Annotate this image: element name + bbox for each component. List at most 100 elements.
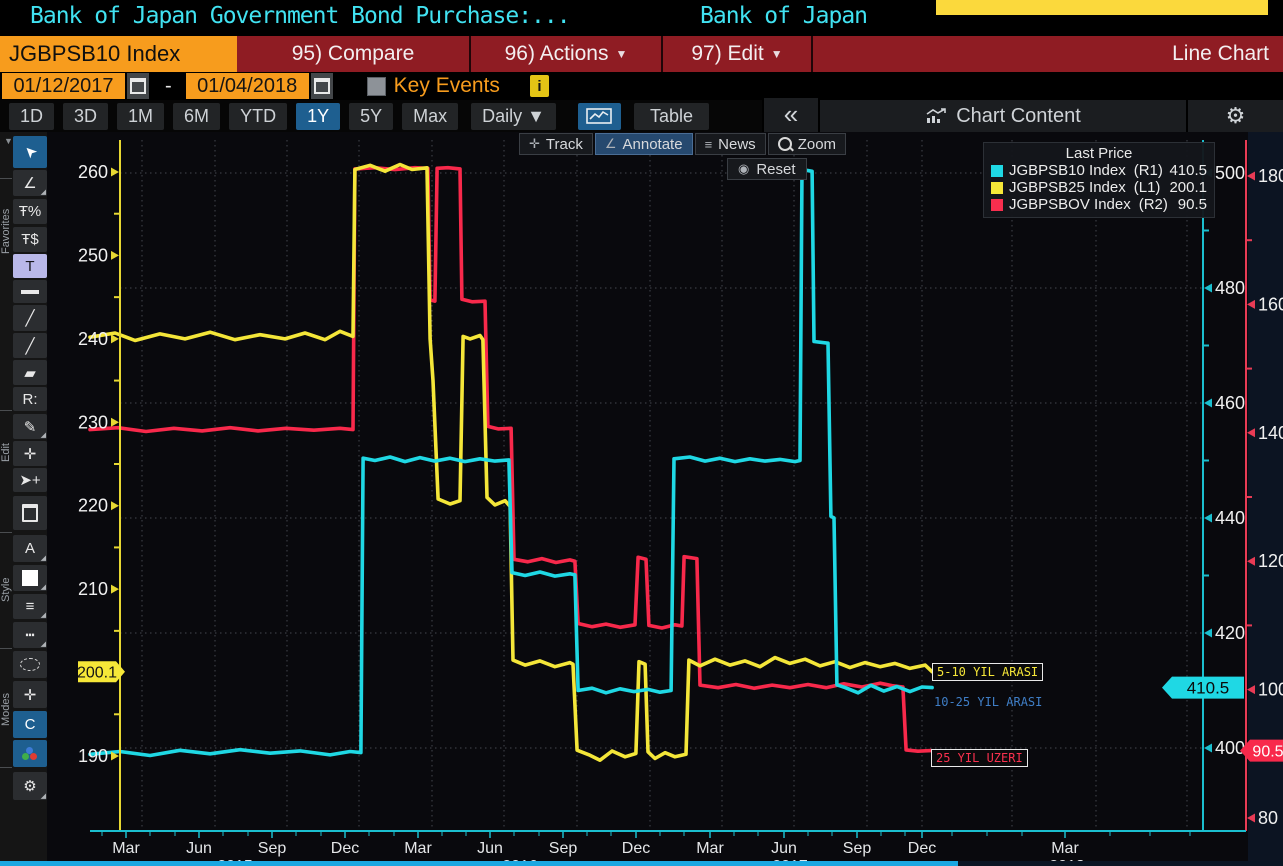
- sidebar-group-label-style: Style: [0, 577, 12, 602]
- chart-content-label: Chart Content: [956, 104, 1081, 127]
- frequency-dropdown[interactable]: Daily ▼: [471, 102, 556, 130]
- mode-button-label: Annotate: [622, 135, 683, 153]
- legend-series-name: JGBPSBOV Index: [1009, 196, 1131, 213]
- track-mode-button[interactable]: ✛ Track: [519, 133, 593, 155]
- period-button-1d[interactable]: 1D: [9, 102, 55, 130]
- ray-line-tool-button[interactable]: ╱: [13, 333, 47, 358]
- line-chart-view-button[interactable]: [577, 102, 621, 130]
- move-tool-icon: ✛: [23, 445, 37, 463]
- color-mode-tool-button[interactable]: [13, 740, 47, 767]
- reset-zoom-button[interactable]: ◉ Reset: [727, 158, 807, 180]
- line-style-tool-icon: ┅: [25, 627, 35, 644]
- period-button-5y[interactable]: 5Y: [349, 102, 394, 130]
- crosshair-mode-tool-button[interactable]: C: [13, 711, 47, 738]
- period-button-1m[interactable]: 1M: [117, 102, 165, 130]
- anchor-tool-icon: ✛: [23, 686, 37, 704]
- chart-type-label: Line Chart: [1172, 42, 1269, 65]
- legend-last-value: 410.5: [1169, 162, 1207, 179]
- series-annotation[interactable]: 5-10 YIL ARASI: [932, 663, 1044, 681]
- dropdown-corner-icon: ◢: [40, 555, 46, 562]
- pointer-tool-icon: ➤: [19, 141, 41, 163]
- end-date-calendar-button[interactable]: [310, 73, 333, 99]
- mode-button-label: Track: [545, 135, 583, 153]
- legend-swatch-icon: [991, 198, 1003, 211]
- percent-change-tool-icon: Ŧ%: [18, 203, 42, 220]
- series-annotation[interactable]: 10-25 YIL ARASI: [934, 695, 1043, 709]
- legend-series-name: JGBPSB25 Index: [1009, 179, 1126, 196]
- table-view-button[interactable]: Table: [633, 102, 709, 130]
- channel-tool-button[interactable]: ▰: [13, 360, 47, 385]
- info-button[interactable]: i: [529, 75, 549, 97]
- reset-label: Reset: [756, 160, 796, 178]
- move-tool-button[interactable]: ✛: [13, 441, 47, 466]
- horizontal-line-tool-button[interactable]: [13, 280, 47, 303]
- chart-plot-area[interactable]: [47, 132, 1283, 866]
- period-button-1y[interactable]: 1Y: [296, 102, 341, 130]
- key-events-checkbox[interactable]: [366, 76, 386, 96]
- taskbar-edge-right: [958, 861, 1283, 866]
- anchor-tool-button[interactable]: ✛: [13, 681, 47, 708]
- settings-tool-button[interactable]: ⚙ ◢: [13, 772, 47, 800]
- trendline-tool-button[interactable]: ╱: [13, 305, 47, 331]
- collapse-panel-button[interactable]: «: [762, 98, 818, 134]
- taskbar-edge: [0, 861, 958, 866]
- font-style-tool-icon: A: [24, 540, 35, 557]
- calendar-icon: [313, 78, 330, 94]
- page-title: Bank of Japan Government Bond Purchase:.…: [30, 3, 571, 29]
- menu-item-compare[interactable]: 95) Compare: [237, 36, 471, 72]
- period-button-max[interactable]: Max: [402, 102, 459, 130]
- zoom-mode-button[interactable]: Zoom: [767, 133, 847, 155]
- fill-color-tool-icon: [22, 570, 38, 586]
- menu-item-actions[interactable]: 96) Actions ▼: [471, 36, 663, 72]
- start-date-input[interactable]: 01/12/2017: [2, 73, 125, 99]
- news-mode-button[interactable]: ≡ News: [694, 133, 766, 155]
- chart-settings-button[interactable]: ⚙: [1186, 100, 1283, 132]
- sidebar-collapse-caret[interactable]: ▼: [4, 136, 13, 146]
- fill-color-tool-button[interactable]: ◢: [13, 565, 47, 591]
- percent-change-tool-button[interactable]: Ŧ%: [13, 199, 47, 224]
- dropdown-corner-icon: ◢: [40, 189, 46, 196]
- line-style-tool-button[interactable]: ┅ ◢: [13, 622, 47, 648]
- menu-item-label: 96) Actions: [504, 42, 609, 65]
- menu-item-edit[interactable]: 97) Edit ▼: [663, 36, 813, 72]
- chevron-down-icon: ▼: [615, 47, 628, 61]
- sidebar-group-label-favorites: Favorites: [0, 208, 12, 254]
- delete-tool-button[interactable]: [13, 496, 47, 530]
- track-icon: ✛: [529, 136, 540, 151]
- pencil-tool-button[interactable]: ✎ ◢: [13, 414, 47, 439]
- legend-swatch-icon: [991, 181, 1003, 194]
- period-button-ytd[interactable]: YTD: [229, 102, 288, 130]
- legend-row: JGBPSB25 Index (L1) 200.1: [991, 179, 1207, 196]
- period-button-6m[interactable]: 6M: [173, 102, 221, 130]
- sidebar-divider: [0, 648, 12, 649]
- select-plus-tool-button[interactable]: ➤+: [13, 468, 47, 492]
- period-button-3d[interactable]: 3D: [63, 102, 109, 130]
- drawing-tools-sidebar: ▼ ➤ ∠ ◢ Ŧ% Ŧ$ T ╱ ╱ ▰ R: ✎ ◢ ✛ ➤+ A ◢ ◢ ≡ ◢ ┅ ◢ ✛ C ⚙ ◢ Favorites…: [0, 132, 47, 866]
- price-change-tool-button[interactable]: Ŧ$: [13, 227, 47, 252]
- sidebar-group-label-modes: Modes: [0, 692, 12, 726]
- legend-last-value: 200.1: [1169, 179, 1207, 196]
- chevron-down-icon: ▼: [770, 47, 783, 61]
- annotate-mode-button[interactable]: ∠ Annotate: [594, 133, 693, 155]
- security-ticker-field[interactable]: JGBPSB10 Index: [0, 36, 237, 72]
- line-width-tool-button[interactable]: ≡ ◢: [13, 594, 47, 619]
- ray-line-tool-icon: ╱: [25, 337, 35, 355]
- lasso-tool-button[interactable]: [13, 651, 47, 678]
- line-width-tool-icon: ≡: [25, 598, 35, 615]
- series-annotation[interactable]: 25 YIL UZERI: [931, 749, 1028, 767]
- regression-tool-button[interactable]: R:: [13, 387, 47, 411]
- font-style-tool-button[interactable]: A ◢: [13, 535, 47, 562]
- legend-swatch-icon: [991, 164, 1003, 177]
- right-axis-margin: [1248, 132, 1283, 866]
- pointer-tool-button[interactable]: ➤: [13, 136, 47, 168]
- text-tool-button[interactable]: T: [13, 254, 47, 278]
- end-date-input[interactable]: 01/04/2018: [185, 73, 309, 99]
- chart-content-button[interactable]: Chart Content: [818, 100, 1186, 132]
- page-title-secondary: Bank of Japan: [700, 3, 868, 29]
- sidebar-divider: [0, 410, 12, 411]
- chart-toolbar: 1D 3D 1M 6M YTD 1Y 5Y Max Daily ▼ Table « Chart…: [0, 98, 1283, 134]
- chart-legend[interactable]: Last Price JGBPSB10 Index (R1) 410.5 JGBPSB…: [983, 142, 1215, 218]
- start-date-calendar-button[interactable]: [127, 73, 149, 99]
- line-annotation-tool-button[interactable]: ∠ ◢: [13, 170, 47, 196]
